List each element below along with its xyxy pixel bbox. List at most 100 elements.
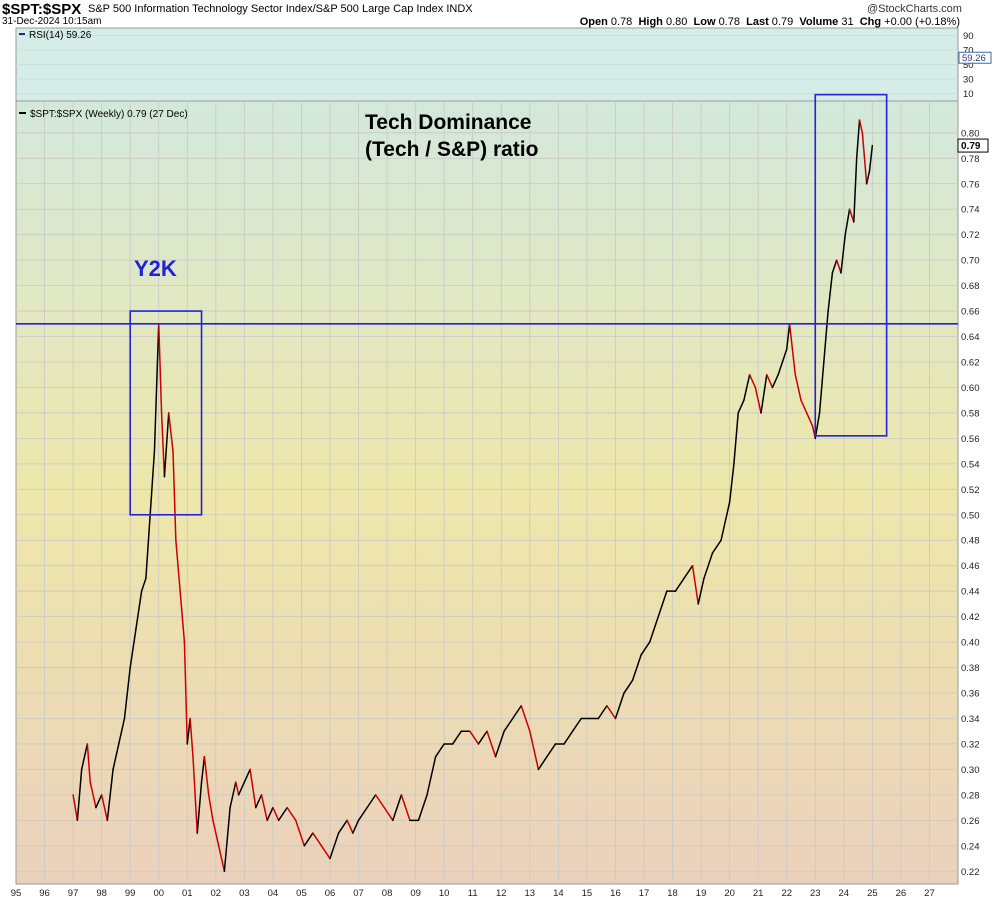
series-segment bbox=[640, 641, 651, 656]
series-segment bbox=[486, 730, 497, 758]
chg-value: +0.00 (+0.18%) bbox=[884, 16, 960, 28]
series-segment bbox=[207, 794, 214, 822]
series-segment bbox=[861, 132, 868, 185]
x-tick-label: 08 bbox=[382, 888, 393, 899]
series-segment bbox=[691, 564, 699, 605]
y-tick-label: 0.56 bbox=[961, 434, 980, 445]
high-value: 0.80 bbox=[665, 16, 688, 28]
series-segment bbox=[805, 412, 814, 427]
symbol-title: $SPT:$SPX bbox=[2, 1, 82, 18]
y2k-label: Y2K bbox=[134, 256, 177, 281]
x-tick-label: 03 bbox=[239, 888, 250, 899]
series-segment bbox=[312, 832, 323, 847]
series-segment bbox=[623, 679, 634, 694]
series-segment bbox=[835, 259, 842, 274]
series-segment bbox=[374, 794, 385, 809]
series-segment bbox=[196, 781, 203, 834]
x-tick-label: 95 bbox=[11, 888, 22, 899]
y-axis: 0.80 0.78 0.76 0.74 0.72 0.70 0.68 0.66 0.64 0.62… bbox=[961, 128, 980, 877]
x-tick-label: 12 bbox=[496, 888, 507, 899]
chart-title-line2: (Tech / S&P) ratio bbox=[365, 138, 538, 161]
series-segment bbox=[95, 794, 103, 809]
series-segment bbox=[648, 615, 660, 643]
x-tick-label: 11 bbox=[468, 888, 478, 899]
y-tick-label: 0.34 bbox=[961, 714, 980, 725]
series-segment bbox=[818, 361, 825, 414]
price-panel-background bbox=[15, 100, 959, 885]
series-segment bbox=[149, 450, 156, 516]
series-segment bbox=[153, 323, 160, 452]
series-segment bbox=[511, 705, 523, 720]
y-tick-label: 0.66 bbox=[961, 307, 980, 318]
series-segment bbox=[186, 717, 191, 745]
x-tick-label: 01 bbox=[182, 888, 193, 899]
series-segment bbox=[728, 463, 735, 503]
y-tick-label: 0.48 bbox=[961, 536, 980, 547]
x-tick-label: 25 bbox=[867, 888, 878, 899]
series-segment bbox=[674, 577, 685, 592]
symbol-description: S&P 500 Information Technology Sector In… bbox=[88, 3, 473, 15]
series-segment bbox=[546, 743, 557, 758]
series-segment bbox=[179, 590, 186, 643]
series-segment bbox=[286, 806, 297, 822]
series-segment bbox=[100, 794, 109, 822]
x-tick-label: 15 bbox=[582, 888, 593, 899]
series-segment bbox=[781, 348, 788, 363]
rsi-grid bbox=[16, 34, 958, 95]
series-segment bbox=[123, 666, 131, 720]
series-segment bbox=[771, 373, 779, 389]
x-tick-label: 20 bbox=[724, 888, 735, 899]
series-segment bbox=[606, 705, 617, 720]
chart-title-line1: Tech Dominance bbox=[365, 111, 531, 134]
series-segment bbox=[337, 819, 348, 834]
x-tick-label: 26 bbox=[896, 888, 907, 899]
series-segment bbox=[229, 781, 237, 809]
recent-highlight-box bbox=[814, 93, 888, 437]
series-segment bbox=[529, 730, 540, 771]
series-segment bbox=[858, 119, 864, 134]
volume-label: Volume bbox=[799, 16, 839, 28]
y-tick-label: 0.32 bbox=[961, 739, 980, 750]
x-tick-label: 05 bbox=[296, 888, 307, 899]
series-segment bbox=[163, 412, 170, 478]
price-current-value: 0.79 bbox=[961, 141, 981, 152]
y-tick-label: 0.30 bbox=[961, 765, 980, 776]
chart-datetime: 31-Dec-2024 10:15am bbox=[2, 16, 102, 27]
series-segment bbox=[657, 590, 668, 618]
price-grid bbox=[16, 101, 958, 884]
rsi-legend-text: RSI(14) 59.26 bbox=[29, 30, 92, 41]
y-tick-label: 0.58 bbox=[961, 408, 980, 419]
series-segment bbox=[167, 412, 174, 452]
series-segment bbox=[212, 819, 220, 847]
series-segment bbox=[417, 794, 428, 822]
series-segment bbox=[118, 717, 126, 745]
y-tick-label: 0.36 bbox=[961, 689, 980, 700]
x-tick-label: 98 bbox=[96, 888, 107, 899]
chg-label: Chg bbox=[859, 16, 882, 28]
series-segment bbox=[494, 730, 505, 758]
series-segment bbox=[537, 755, 548, 771]
series-segment bbox=[827, 272, 834, 312]
series-segment bbox=[277, 806, 288, 822]
rsi-tick-label: 90 bbox=[963, 31, 974, 42]
series-segment bbox=[426, 755, 437, 796]
series-segment bbox=[597, 705, 608, 720]
series-segment bbox=[217, 845, 226, 873]
x-tick-label: 02 bbox=[211, 888, 222, 899]
rsi-legend-swatch bbox=[19, 33, 25, 35]
x-tick-label: 18 bbox=[667, 888, 678, 899]
series-segment bbox=[720, 501, 731, 541]
x-tick-label: 04 bbox=[268, 888, 279, 899]
series-segment bbox=[788, 323, 797, 376]
series-segment bbox=[223, 806, 231, 873]
x-tick-label: 06 bbox=[325, 888, 336, 899]
x-axis: 95 96 97 98 99 00 01 02 03 04 05 06 07 08 09 10 11 12 13 14… bbox=[11, 888, 935, 899]
series-segment bbox=[831, 259, 838, 274]
low-value: 0.78 bbox=[718, 16, 740, 28]
series-segment bbox=[129, 628, 137, 669]
series-segment bbox=[853, 157, 858, 223]
series-segment bbox=[86, 743, 91, 783]
x-tick-label: 13 bbox=[525, 888, 536, 899]
price-current-marker: 0.79 bbox=[957, 138, 989, 153]
series-segment bbox=[777, 361, 784, 376]
